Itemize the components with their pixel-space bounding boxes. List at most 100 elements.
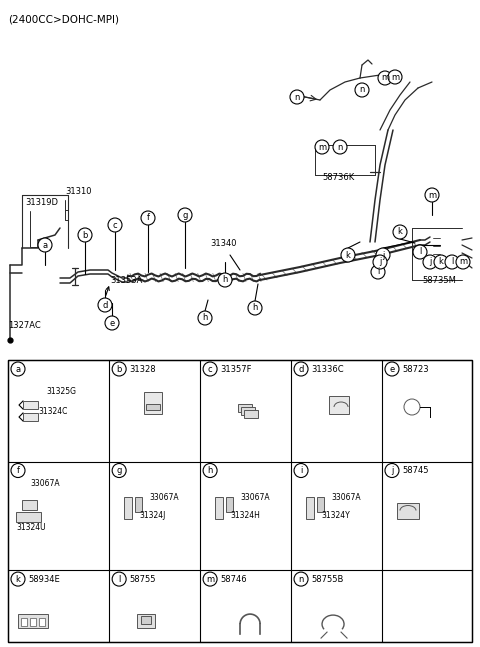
Text: 31324J: 31324J — [139, 510, 166, 520]
Text: 33067A: 33067A — [331, 492, 360, 501]
Text: i: i — [377, 267, 379, 276]
Text: 33067A: 33067A — [149, 492, 179, 501]
Text: 31310: 31310 — [65, 187, 92, 196]
Circle shape — [393, 225, 407, 239]
Text: j: j — [382, 250, 384, 259]
Text: m: m — [318, 142, 326, 151]
Circle shape — [108, 218, 122, 232]
Circle shape — [445, 255, 459, 269]
Bar — [317, 496, 324, 512]
Text: c: c — [113, 221, 117, 230]
Text: n: n — [337, 142, 343, 151]
Bar — [39, 618, 45, 626]
Bar — [306, 496, 314, 518]
Circle shape — [178, 208, 192, 222]
Circle shape — [294, 572, 308, 586]
Text: 31353A: 31353A — [110, 276, 143, 285]
Text: k: k — [439, 258, 444, 267]
Circle shape — [376, 248, 390, 262]
Text: k: k — [346, 250, 350, 259]
Text: 58723: 58723 — [402, 364, 429, 373]
Circle shape — [105, 316, 119, 330]
Text: e: e — [109, 318, 115, 327]
Text: m: m — [381, 74, 389, 83]
Circle shape — [371, 265, 385, 279]
Bar — [141, 616, 151, 624]
Circle shape — [11, 463, 25, 477]
Bar — [124, 496, 132, 518]
Text: 1327AC: 1327AC — [8, 321, 41, 330]
Text: j: j — [429, 258, 431, 267]
Circle shape — [203, 572, 217, 586]
Bar — [135, 496, 142, 512]
Text: f: f — [16, 466, 20, 475]
Text: 58746: 58746 — [220, 575, 247, 584]
Text: 58755B: 58755B — [311, 575, 343, 584]
Text: 31319D: 31319D — [25, 198, 58, 207]
Text: d: d — [299, 364, 304, 373]
Bar — [16, 512, 41, 521]
Circle shape — [434, 255, 448, 269]
Text: a: a — [42, 241, 48, 250]
Text: e: e — [389, 364, 395, 373]
Text: a: a — [15, 364, 21, 373]
Text: 58736K: 58736K — [322, 173, 354, 182]
Text: 58755: 58755 — [129, 575, 156, 584]
Circle shape — [38, 238, 52, 252]
Circle shape — [333, 140, 347, 154]
Text: 31324Y: 31324Y — [321, 510, 350, 520]
Text: (2400CC>DOHC-MPI): (2400CC>DOHC-MPI) — [8, 15, 119, 25]
Circle shape — [78, 228, 92, 242]
Circle shape — [141, 211, 155, 225]
Text: h: h — [222, 276, 228, 285]
Circle shape — [112, 572, 126, 586]
Text: n: n — [294, 93, 300, 102]
Text: j: j — [379, 258, 381, 267]
Text: 58735M: 58735M — [422, 276, 456, 285]
Bar — [8, 360, 472, 642]
Text: h: h — [252, 303, 258, 313]
Circle shape — [456, 255, 470, 269]
Text: g: g — [117, 466, 122, 475]
Bar — [215, 496, 223, 518]
Circle shape — [203, 362, 217, 376]
Text: g: g — [182, 210, 188, 219]
Text: l: l — [118, 575, 120, 584]
Text: h: h — [202, 314, 208, 322]
Circle shape — [373, 255, 387, 269]
Text: 31324H: 31324H — [230, 510, 260, 520]
Bar — [238, 404, 252, 412]
Text: 31340: 31340 — [210, 239, 237, 248]
Circle shape — [112, 463, 126, 477]
Bar — [21, 618, 27, 626]
Bar — [241, 407, 255, 415]
Text: m: m — [206, 575, 214, 584]
Circle shape — [248, 301, 262, 315]
Bar — [18, 614, 48, 628]
Circle shape — [218, 273, 232, 287]
Text: 33067A: 33067A — [240, 492, 270, 501]
Text: c: c — [208, 364, 213, 373]
Text: i: i — [300, 466, 302, 475]
Text: 58934E: 58934E — [28, 575, 60, 584]
Circle shape — [388, 70, 402, 84]
Text: l: l — [419, 248, 421, 256]
Text: 31357F: 31357F — [220, 364, 252, 373]
Text: 31328: 31328 — [129, 364, 156, 373]
Text: m: m — [459, 258, 467, 267]
Circle shape — [294, 362, 308, 376]
Circle shape — [294, 463, 308, 477]
Bar — [137, 614, 155, 628]
Circle shape — [290, 90, 304, 104]
Text: k: k — [15, 575, 21, 584]
Circle shape — [11, 572, 25, 586]
Text: 58745: 58745 — [402, 466, 429, 475]
Circle shape — [378, 71, 392, 85]
Bar — [244, 410, 258, 418]
Text: h: h — [207, 466, 213, 475]
Bar — [23, 413, 38, 421]
Bar — [226, 496, 233, 512]
Text: 31324C: 31324C — [38, 408, 67, 417]
Bar — [144, 392, 162, 414]
Bar — [22, 499, 37, 510]
